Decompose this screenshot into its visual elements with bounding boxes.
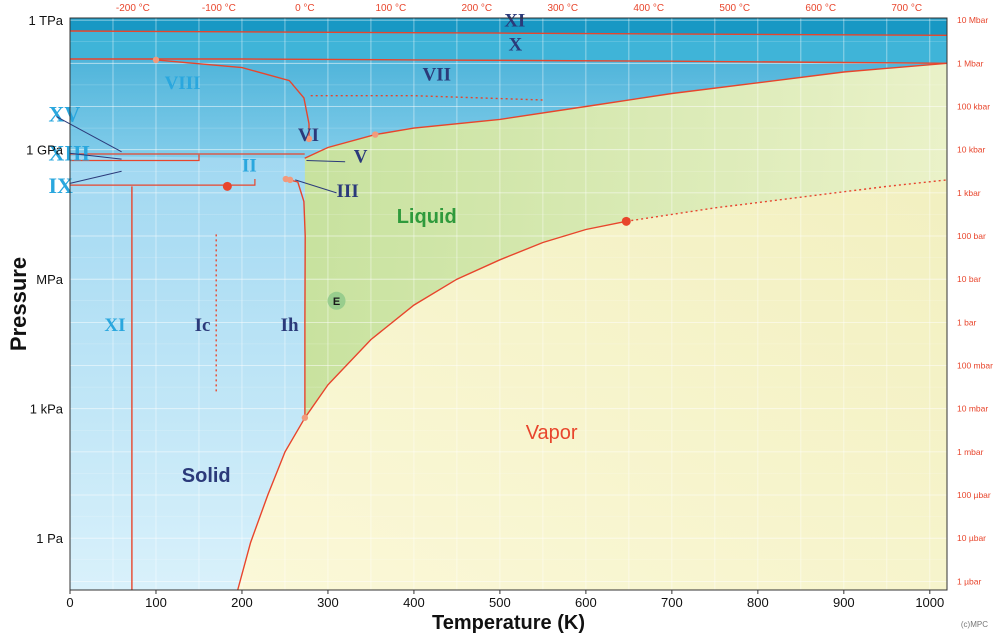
right-tick-label: 100 kbar xyxy=(957,101,990,111)
right-tick-label: 1 mbar xyxy=(957,447,984,457)
high-pressure-region xyxy=(70,59,947,159)
right-tick-label: 10 kbar xyxy=(957,145,986,155)
y-tick-label: 1 TPa xyxy=(29,13,64,28)
label-ih: Ih xyxy=(281,315,299,336)
y-tick-label: MPa xyxy=(36,272,64,287)
y-axis-title: Pressure xyxy=(6,257,31,351)
x-tick-label: 700 xyxy=(661,595,683,610)
x-tick-label: 300 xyxy=(317,595,339,610)
top-tick-label: 500 °C xyxy=(719,3,750,14)
phase-points: E xyxy=(152,56,631,421)
arrow-line xyxy=(306,159,346,163)
right-tick-label: 10 µbar xyxy=(957,533,986,543)
top-tick-label: 700 °C xyxy=(891,3,922,14)
boundary-VII-VIII xyxy=(155,59,310,139)
y-tick-label: 1 kPa xyxy=(30,402,64,417)
boundary-VII-upper xyxy=(70,58,948,64)
label-xi: XI xyxy=(104,315,125,336)
label-vii: VII xyxy=(423,65,452,86)
label-vapor: Vapor xyxy=(526,422,578,444)
arrow-line xyxy=(56,116,122,153)
right-tick-label: 1 kbar xyxy=(957,188,981,198)
plot-frame xyxy=(69,17,948,591)
boundary-IX-II xyxy=(70,179,256,186)
vapor-region xyxy=(237,179,947,590)
ice-III-point xyxy=(282,175,290,183)
x-tick-label: 100 xyxy=(145,595,167,610)
right-tick-label: 100 µbar xyxy=(957,490,991,500)
label-vi: VI xyxy=(298,125,319,146)
right-tick-label: 100 bar xyxy=(957,231,986,241)
x-tick-label: 1000 xyxy=(915,595,944,610)
triple-point xyxy=(301,414,309,421)
credit-label: (c)MPC xyxy=(961,620,988,629)
top-tick-label: 200 °C xyxy=(461,3,492,14)
right-tick-label: 10 mbar xyxy=(957,404,988,414)
y-tick-label: 1 GPa xyxy=(26,143,64,158)
axes: 0 100 200 300 400 500 600 700 800 900 1000 Temperat… xyxy=(6,3,993,634)
arrow-line xyxy=(69,170,122,185)
top-tick-label: 0 °C xyxy=(295,3,315,14)
boundary-XIII xyxy=(70,154,200,162)
x-axis-title: Temperature (K) xyxy=(432,612,585,634)
label-ix: IX xyxy=(49,173,74,198)
label-xiii: XIII xyxy=(49,140,91,165)
VII-point xyxy=(152,56,160,64)
boundary-melting-Ih xyxy=(285,178,306,418)
right-tick-label: 100 mbar xyxy=(957,361,993,371)
arrow-line xyxy=(295,179,337,194)
label-ii: II xyxy=(242,155,257,176)
x-tick-label: 200 xyxy=(231,595,253,610)
right-tick-label: 1 Mbar xyxy=(957,58,984,68)
top-tick-label: 600 °C xyxy=(805,3,836,14)
label-iii: III xyxy=(337,181,359,202)
boundary-melting-high xyxy=(304,62,948,159)
melting-VII-point xyxy=(372,131,379,138)
right-tick-label: 10 bar xyxy=(957,274,981,284)
x-tick-label: 500 xyxy=(489,595,511,610)
top-tick-label: 100 °C xyxy=(375,3,406,14)
arrow-line xyxy=(69,152,122,160)
x-tick-label: 800 xyxy=(747,595,769,610)
label-xi: XI xyxy=(504,11,525,32)
x-tick-label: 0 xyxy=(66,595,73,610)
e-point-label: E xyxy=(333,296,340,308)
label-liquid: Liquid xyxy=(397,206,457,228)
top-tick-label: -100 °C xyxy=(202,3,236,14)
liquid-region xyxy=(304,63,947,418)
phase-regions xyxy=(70,18,947,590)
E-point xyxy=(327,291,346,310)
critical-point xyxy=(621,216,631,226)
boundary-supercritical xyxy=(626,179,948,222)
label-x: X xyxy=(509,34,523,55)
label-v: V xyxy=(354,147,368,168)
VI-VII-point xyxy=(305,135,313,143)
y-tick-label: 1 Pa xyxy=(36,531,64,546)
top-tick-label: 400 °C xyxy=(633,3,664,14)
x-tick-label: 900 xyxy=(833,595,855,610)
x-tick-label: 400 xyxy=(403,595,425,610)
top-tick-label: 300 °C xyxy=(547,3,578,14)
boundary-sublimation xyxy=(237,417,306,591)
right-tick-label: 10 Mbar xyxy=(957,15,988,25)
ice-xi-top-region xyxy=(70,18,947,36)
right-tick-label: 1 bar xyxy=(957,317,977,327)
right-tick-label: 1 µbar xyxy=(957,576,981,586)
IX-point xyxy=(222,181,232,191)
x-tick-label: 600 xyxy=(575,595,597,610)
top-tick-label: -200 °C xyxy=(116,3,150,14)
phase-boundaries xyxy=(69,30,948,591)
boundary-X-XI xyxy=(69,30,948,36)
label-solid: Solid xyxy=(182,465,231,487)
boundary-vaporization xyxy=(304,220,627,419)
label-ic: Ic xyxy=(195,315,211,336)
label-xv: XV xyxy=(49,102,81,127)
label-viii: VIII xyxy=(165,73,201,94)
